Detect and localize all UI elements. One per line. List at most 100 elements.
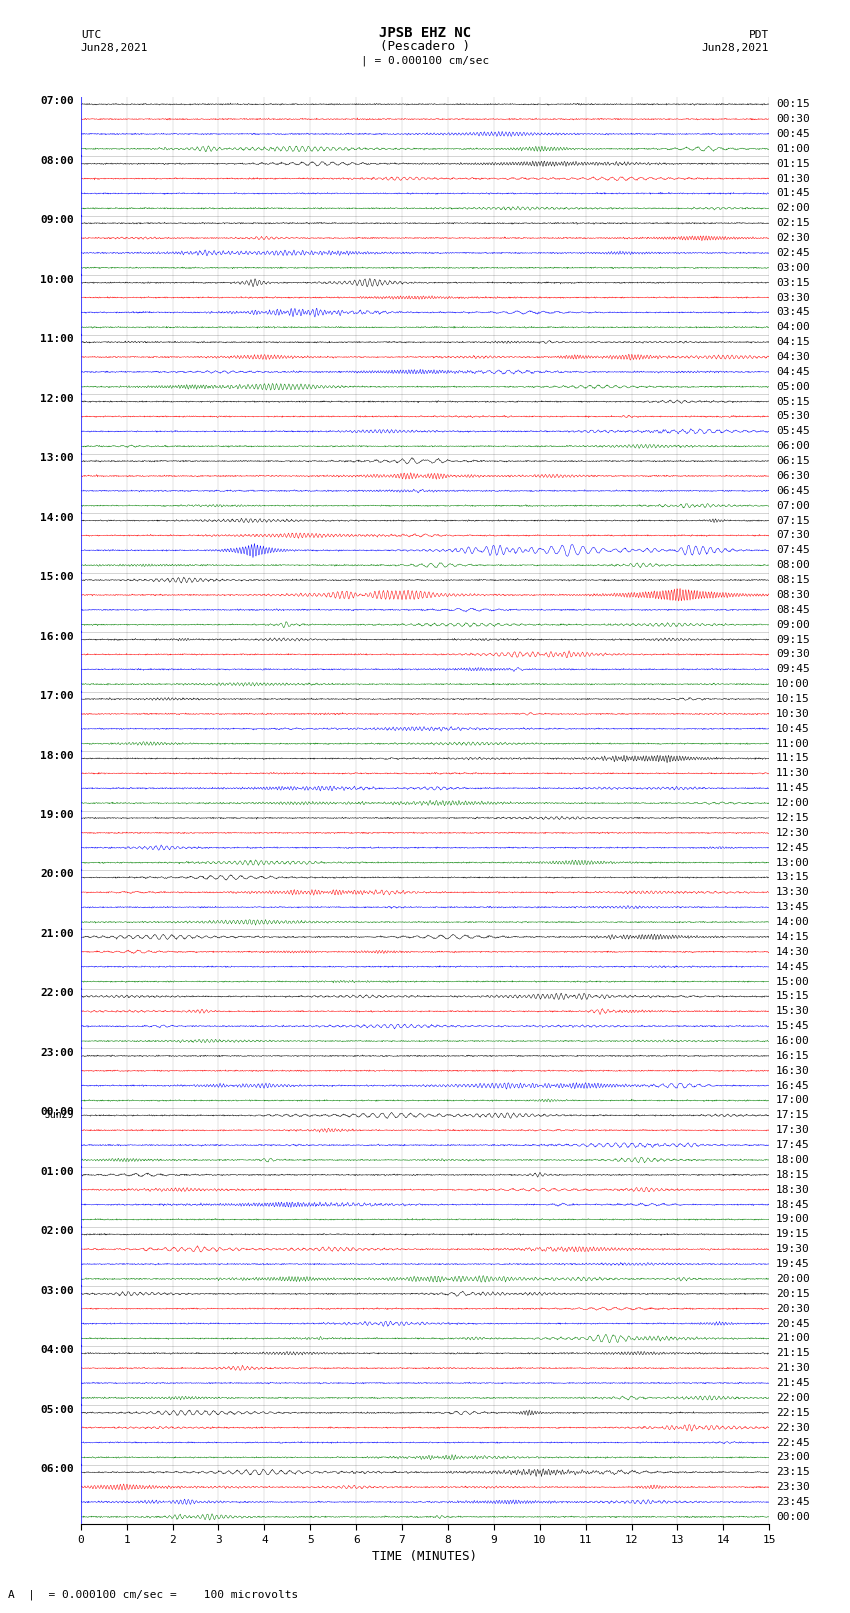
Text: 14:45: 14:45 [776, 961, 810, 971]
Text: 16:45: 16:45 [776, 1081, 810, 1090]
Text: 12:00: 12:00 [776, 798, 810, 808]
Text: 06:15: 06:15 [776, 456, 810, 466]
Text: 01:45: 01:45 [776, 189, 810, 198]
Text: 00:15: 00:15 [776, 100, 810, 110]
Text: 06:45: 06:45 [776, 486, 810, 495]
Text: 20:15: 20:15 [776, 1289, 810, 1298]
Text: 09:45: 09:45 [776, 665, 810, 674]
Text: 10:45: 10:45 [776, 724, 810, 734]
Text: 23:45: 23:45 [776, 1497, 810, 1507]
Text: 04:30: 04:30 [776, 352, 810, 361]
Text: 09:15: 09:15 [776, 634, 810, 645]
Text: 11:00: 11:00 [776, 739, 810, 748]
Text: 06:00: 06:00 [40, 1465, 74, 1474]
Text: 08:00: 08:00 [776, 560, 810, 569]
Text: 23:00: 23:00 [776, 1452, 810, 1463]
Text: 07:15: 07:15 [776, 516, 810, 526]
Text: 09:00: 09:00 [40, 215, 74, 226]
Text: 02:00: 02:00 [776, 203, 810, 213]
Text: 03:45: 03:45 [776, 308, 810, 318]
Text: 09:00: 09:00 [776, 619, 810, 629]
Text: Jun29: Jun29 [44, 1110, 74, 1121]
Text: 18:15: 18:15 [776, 1169, 810, 1179]
Text: 22:00: 22:00 [776, 1394, 810, 1403]
Text: (Pescadero ): (Pescadero ) [380, 40, 470, 53]
Text: 16:00: 16:00 [776, 1036, 810, 1045]
Text: 01:30: 01:30 [776, 174, 810, 184]
Text: 01:00: 01:00 [776, 144, 810, 153]
Text: 03:00: 03:00 [776, 263, 810, 273]
Text: 18:00: 18:00 [776, 1155, 810, 1165]
Text: 04:45: 04:45 [776, 366, 810, 377]
Text: 18:45: 18:45 [776, 1200, 810, 1210]
Text: 22:30: 22:30 [776, 1423, 810, 1432]
Text: 22:00: 22:00 [40, 989, 74, 998]
Text: 21:15: 21:15 [776, 1348, 810, 1358]
Text: 03:00: 03:00 [40, 1286, 74, 1295]
Text: 10:15: 10:15 [776, 694, 810, 703]
Text: UTC: UTC [81, 29, 101, 39]
Text: 18:00: 18:00 [40, 750, 74, 760]
Text: 05:30: 05:30 [776, 411, 810, 421]
Text: 03:15: 03:15 [776, 277, 810, 287]
Text: 14:00: 14:00 [40, 513, 74, 523]
Text: 20:30: 20:30 [776, 1303, 810, 1313]
Text: 16:15: 16:15 [776, 1052, 810, 1061]
Text: 23:30: 23:30 [776, 1482, 810, 1492]
Text: 19:15: 19:15 [776, 1229, 810, 1239]
Text: 22:45: 22:45 [776, 1437, 810, 1447]
Text: JPSB EHZ NC: JPSB EHZ NC [379, 26, 471, 39]
Text: 05:45: 05:45 [776, 426, 810, 437]
Text: 08:15: 08:15 [776, 576, 810, 586]
X-axis label: TIME (MINUTES): TIME (MINUTES) [372, 1550, 478, 1563]
Text: 22:15: 22:15 [776, 1408, 810, 1418]
Text: 12:00: 12:00 [40, 394, 74, 403]
Text: 07:00: 07:00 [40, 97, 74, 106]
Text: 20:00: 20:00 [776, 1274, 810, 1284]
Text: 15:30: 15:30 [776, 1007, 810, 1016]
Text: 14:30: 14:30 [776, 947, 810, 957]
Text: 15:45: 15:45 [776, 1021, 810, 1031]
Text: 14:00: 14:00 [776, 918, 810, 927]
Text: 12:30: 12:30 [776, 827, 810, 837]
Text: 17:00: 17:00 [776, 1095, 810, 1105]
Text: 17:45: 17:45 [776, 1140, 810, 1150]
Text: 21:00: 21:00 [40, 929, 74, 939]
Text: 08:30: 08:30 [776, 590, 810, 600]
Text: 05:15: 05:15 [776, 397, 810, 406]
Text: 17:15: 17:15 [776, 1110, 810, 1121]
Text: 07:00: 07:00 [776, 500, 810, 511]
Text: 13:00: 13:00 [776, 858, 810, 868]
Text: 11:00: 11:00 [40, 334, 74, 344]
Text: A  |  = 0.000100 cm/sec =    100 microvolts: A | = 0.000100 cm/sec = 100 microvolts [8, 1589, 298, 1600]
Text: 00:00: 00:00 [40, 1108, 74, 1118]
Text: 06:00: 06:00 [776, 442, 810, 452]
Text: 21:30: 21:30 [776, 1363, 810, 1373]
Text: 11:30: 11:30 [776, 768, 810, 779]
Text: 15:00: 15:00 [40, 573, 74, 582]
Text: 16:30: 16:30 [776, 1066, 810, 1076]
Text: 23:15: 23:15 [776, 1468, 810, 1478]
Text: 19:30: 19:30 [776, 1244, 810, 1255]
Text: 16:00: 16:00 [40, 632, 74, 642]
Text: 01:15: 01:15 [776, 158, 810, 169]
Text: 13:30: 13:30 [776, 887, 810, 897]
Text: 08:45: 08:45 [776, 605, 810, 615]
Text: 20:00: 20:00 [40, 869, 74, 879]
Text: 01:00: 01:00 [40, 1166, 74, 1177]
Text: 07:45: 07:45 [776, 545, 810, 555]
Text: 11:15: 11:15 [776, 753, 810, 763]
Text: 06:30: 06:30 [776, 471, 810, 481]
Text: 13:15: 13:15 [776, 873, 810, 882]
Text: 05:00: 05:00 [776, 382, 810, 392]
Text: 00:30: 00:30 [776, 115, 810, 124]
Text: 04:15: 04:15 [776, 337, 810, 347]
Text: 04:00: 04:00 [776, 323, 810, 332]
Text: 15:15: 15:15 [776, 992, 810, 1002]
Text: 17:30: 17:30 [776, 1126, 810, 1136]
Text: 05:00: 05:00 [40, 1405, 74, 1415]
Text: 21:00: 21:00 [776, 1334, 810, 1344]
Text: 07:30: 07:30 [776, 531, 810, 540]
Text: 00:45: 00:45 [776, 129, 810, 139]
Text: 02:30: 02:30 [776, 232, 810, 244]
